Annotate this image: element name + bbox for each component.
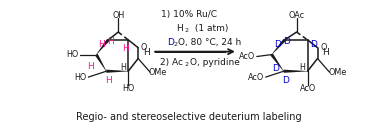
Text: D: D <box>274 40 281 49</box>
Text: O, pyridine: O, pyridine <box>190 58 240 67</box>
Text: AcO: AcO <box>239 52 255 61</box>
Text: D: D <box>310 40 317 49</box>
Text: H: H <box>98 40 105 49</box>
Text: H: H <box>322 48 329 57</box>
Text: HO: HO <box>122 84 134 93</box>
Text: D: D <box>167 38 174 47</box>
Text: OAc: OAc <box>288 11 305 20</box>
Text: O: O <box>141 43 147 52</box>
Text: 2: 2 <box>173 42 177 47</box>
Text: HO: HO <box>66 50 79 59</box>
Text: AcO: AcO <box>248 73 264 82</box>
Text: 2) Ac: 2) Ac <box>160 58 183 67</box>
Text: H: H <box>143 48 150 57</box>
Text: 2: 2 <box>184 28 188 33</box>
Text: HO: HO <box>74 73 87 82</box>
Text: Regio- and stereoselective deuterium labeling: Regio- and stereoselective deuterium lab… <box>76 112 302 122</box>
Text: O: O <box>320 43 327 52</box>
Text: AcO: AcO <box>299 84 316 93</box>
Text: D: D <box>272 64 279 73</box>
Text: H: H <box>87 62 94 71</box>
Polygon shape <box>271 39 286 55</box>
Text: H: H <box>120 63 126 72</box>
Text: H: H <box>300 63 305 72</box>
Polygon shape <box>106 70 128 73</box>
Text: (1 atm): (1 atm) <box>192 24 228 33</box>
Text: 1) 10% Ru/C: 1) 10% Ru/C <box>161 10 217 19</box>
Text: 2: 2 <box>184 62 188 67</box>
Text: O, 80 °C, 24 h: O, 80 °C, 24 h <box>178 38 241 47</box>
Text: H: H <box>122 44 129 53</box>
Text: H: H <box>176 24 183 33</box>
Text: OH: OH <box>112 11 124 20</box>
Text: D: D <box>283 37 290 46</box>
Polygon shape <box>96 39 110 55</box>
Text: H: H <box>105 76 112 85</box>
Polygon shape <box>270 54 284 71</box>
Polygon shape <box>95 54 107 71</box>
Text: OMe: OMe <box>149 68 167 77</box>
Polygon shape <box>284 70 308 73</box>
Text: D: D <box>282 76 289 85</box>
Text: H: H <box>107 37 114 46</box>
Text: OMe: OMe <box>328 68 347 77</box>
